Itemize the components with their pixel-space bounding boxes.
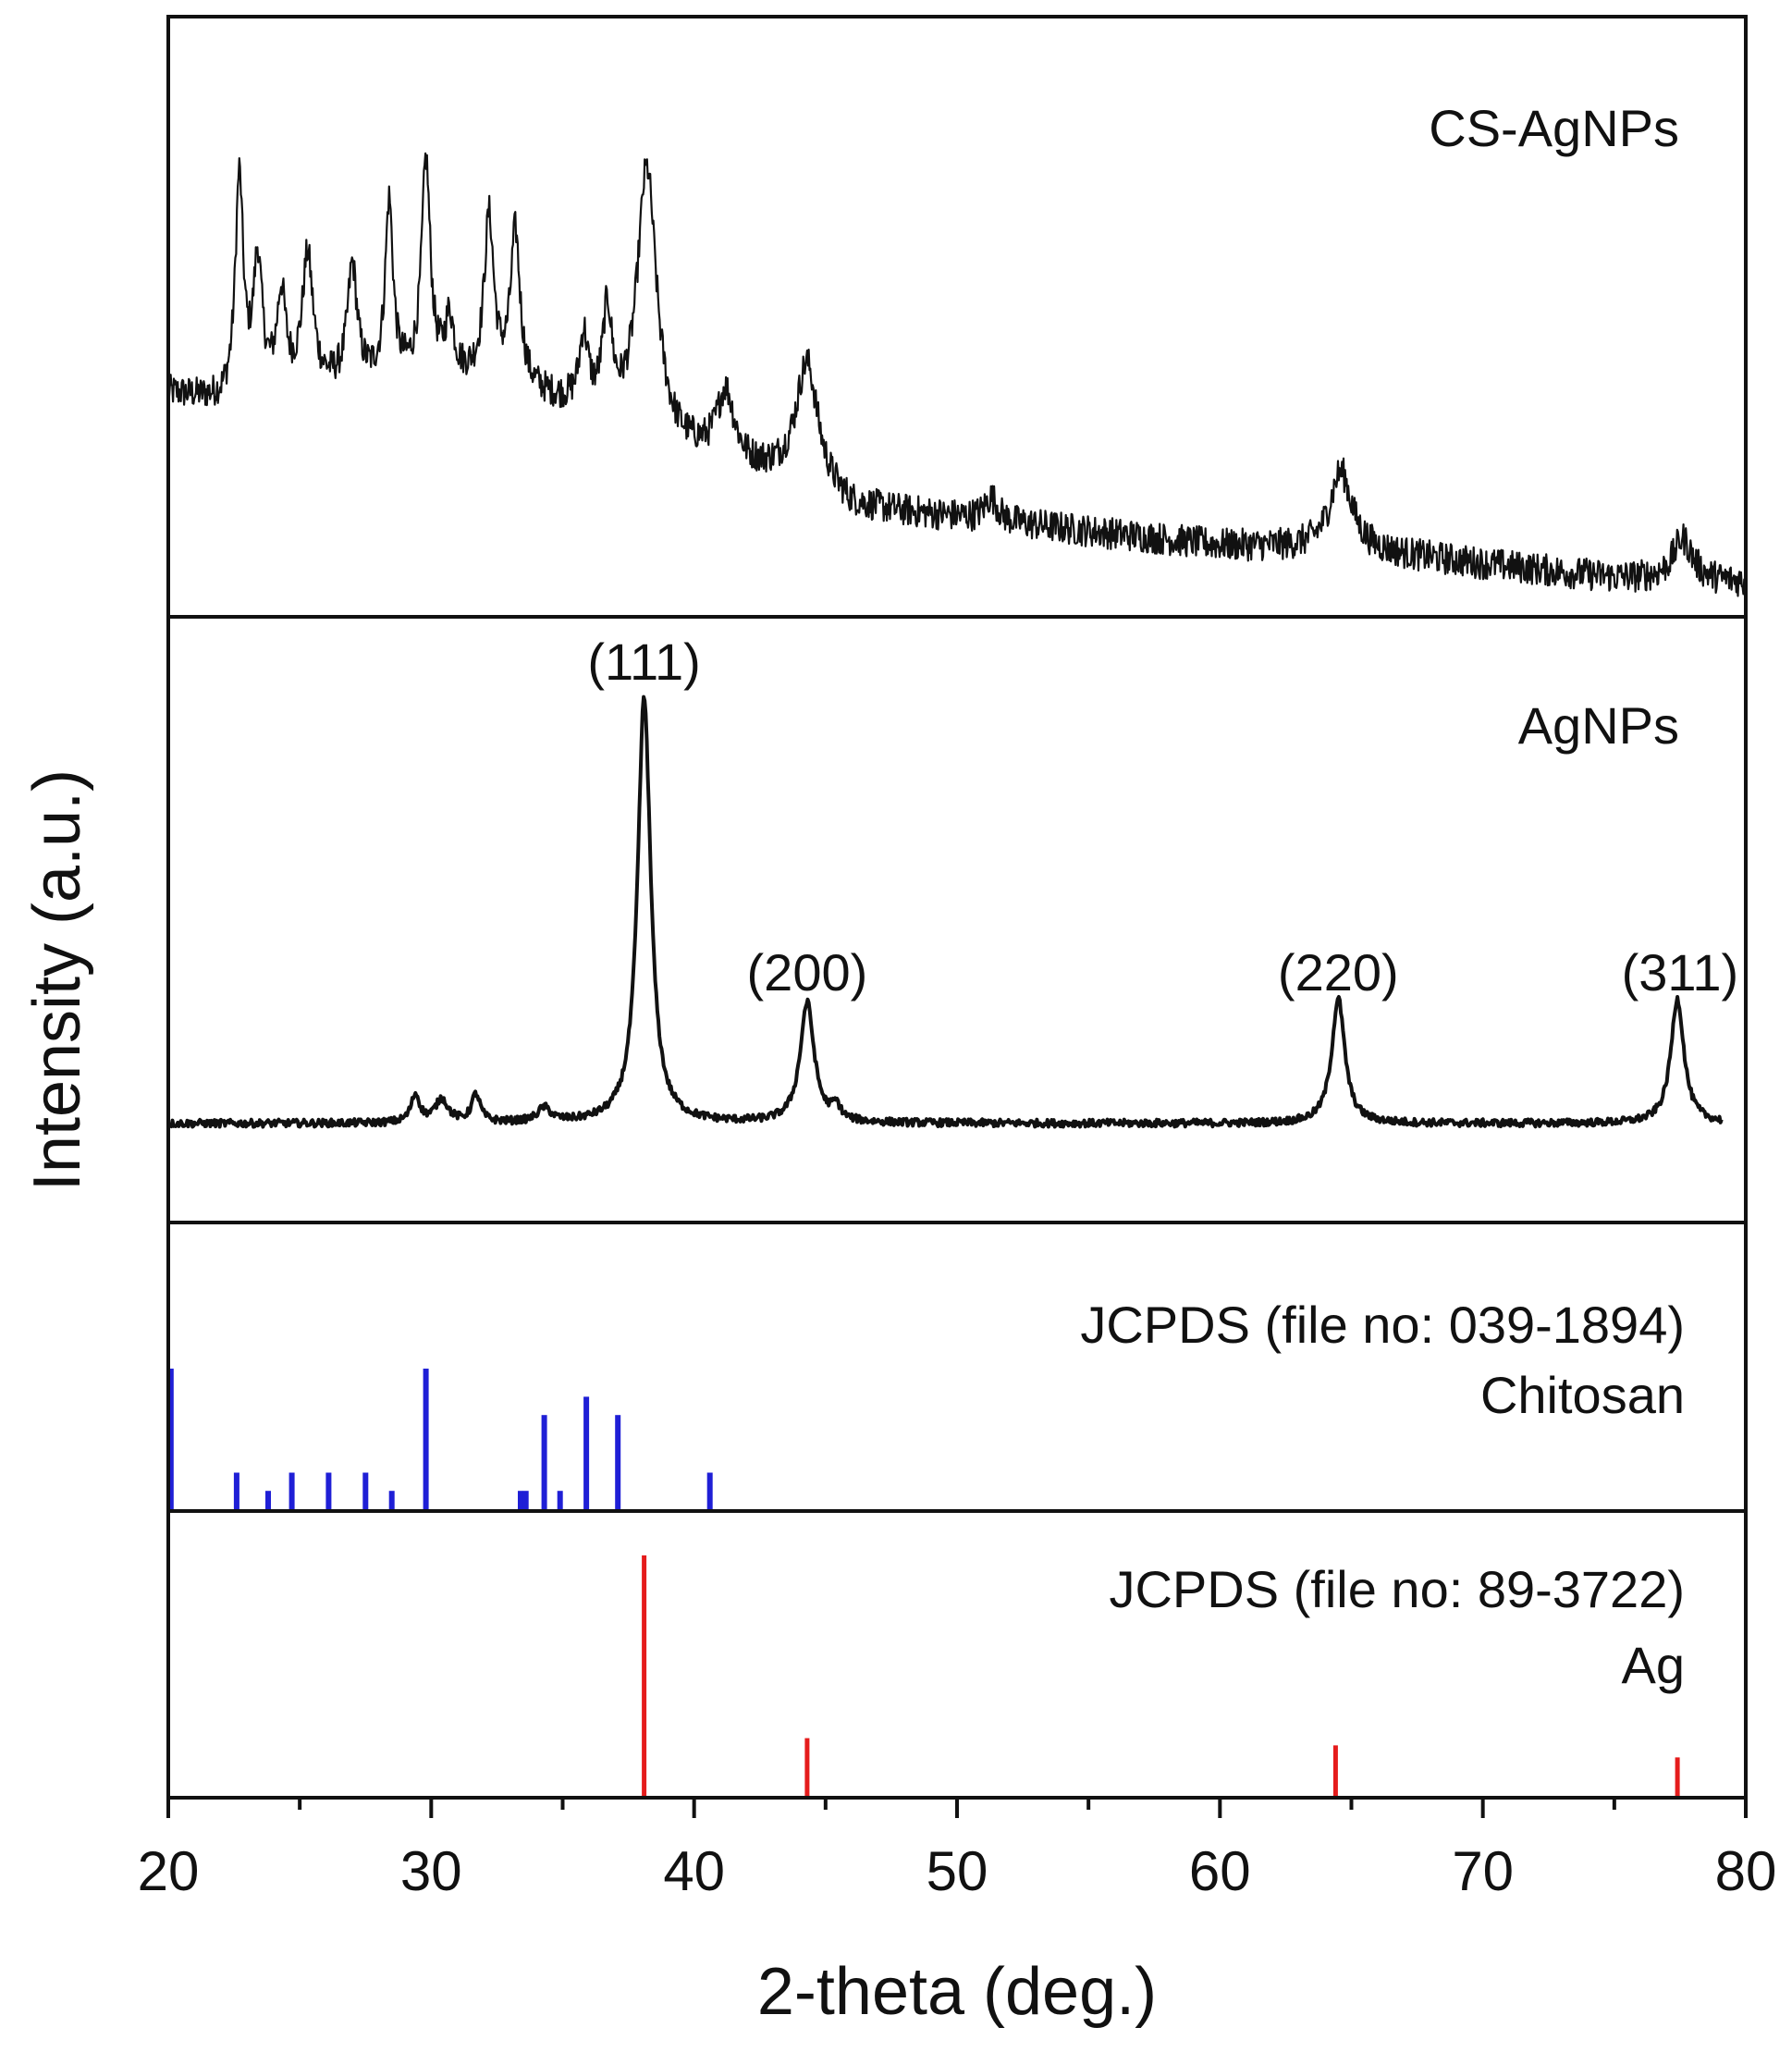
chitosan-stick-4 [325,1472,332,1509]
panel-chitosan-reference: JCPDS (file no: 039-1894) Chitosan [167,1296,1685,1509]
cs-agnps-label: CS-AgNPs [1429,99,1679,157]
ag-label: Ag [1622,1636,1686,1694]
chitosan-stick-7 [423,1369,429,1509]
peak-label-200: (200) [747,943,868,1001]
panel-cs-agnps: CS-AgNPs [166,99,1747,597]
panel-agnps: AgNPs (111) (200) (220) (311) [166,633,1738,1129]
chitosan-stick-0 [167,1369,174,1509]
x-axis-title: 2-theta (deg.) [757,1955,1157,2029]
agnps-trace [166,694,1724,1129]
ag-jcpds-label: JCPDS (file no: 89-3722) [1109,1560,1685,1618]
x-tick-label-80: 80 [1715,1840,1777,1902]
chitosan-stick-13 [615,1415,621,1509]
chitosan-stick-12 [583,1396,590,1509]
x-tick-label-40: 40 [663,1840,725,1902]
x-tick-label-60: 60 [1189,1840,1251,1902]
peak-label-220: (220) [1278,943,1399,1001]
panel-ag-reference: JCPDS (file no: 89-3722) Ag [642,1555,1685,1796]
chitosan-stick-3 [288,1472,295,1509]
x-tick-label-20: 20 [138,1840,200,1902]
chitosan-stick-11 [557,1491,563,1509]
chitosan-stick-9 [522,1491,529,1509]
chitosan-jcpds-label: JCPDS (file no: 039-1894) [1080,1296,1685,1354]
x-tick-label-70: 70 [1452,1840,1514,1902]
chitosan-stick-8 [518,1491,523,1509]
x-tick-label-50: 50 [927,1840,988,1902]
chitosan-stick-2 [265,1491,271,1509]
ag-stick-0 [642,1555,647,1796]
chitosan-stick-5 [362,1472,369,1509]
chitosan-stick-6 [388,1491,395,1509]
chitosan-stick-1 [233,1472,239,1509]
chitosan-sticks [167,1369,713,1509]
y-axis-title: Intensity (a.u.) [20,769,94,1191]
plot-frame [166,15,1748,1800]
agnps-label: AgNPs [1518,696,1679,755]
peak-label-group: (111) (200) (220) (311) [587,633,1738,1001]
ag-stick-2 [1332,1745,1338,1796]
x-axis-tick-labels: 20 30 40 50 60 70 80 [138,1840,1777,1902]
ag-sticks [642,1555,1680,1796]
x-axis-ticks [166,1798,1748,1818]
x-tick-label-30: 30 [400,1840,462,1902]
chitosan-label: Chitosan [1480,1366,1685,1424]
peak-label-311: (311) [1622,943,1739,1001]
ag-stick-3 [1675,1757,1680,1796]
ag-stick-1 [804,1738,810,1796]
cs-agnps-trace [166,152,1747,597]
chitosan-stick-14 [706,1472,713,1509]
peak-label-111: (111) [587,633,700,691]
chitosan-stick-10 [541,1415,547,1509]
